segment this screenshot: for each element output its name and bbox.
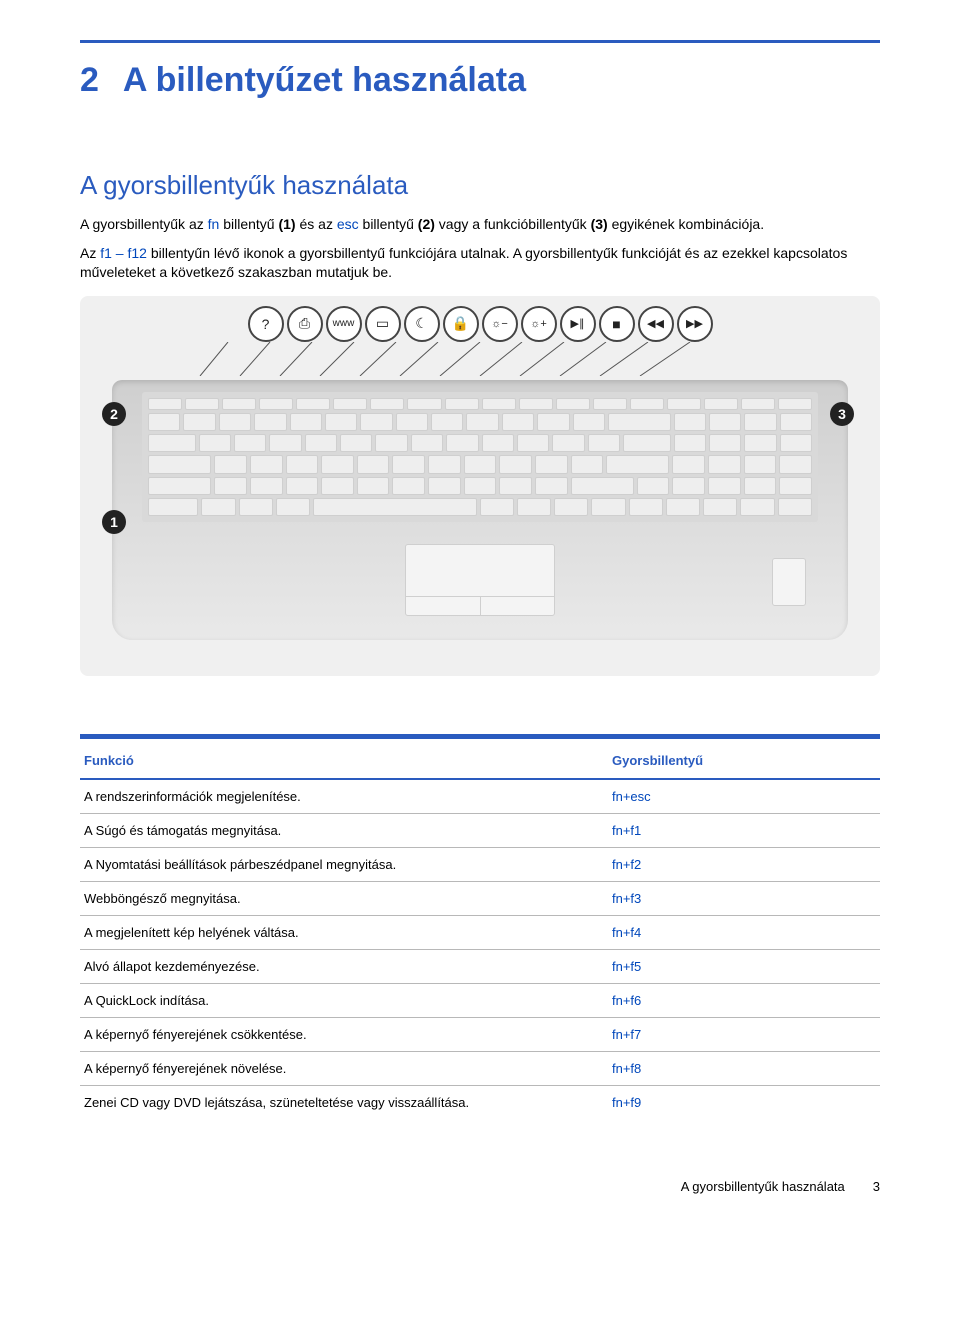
table-cell-hotkey: fn+esc [608,780,880,813]
play-pause-icon: ▶∥ [560,306,596,342]
table-cell-hotkey: fn+f2 [608,848,880,881]
keyboard-illustration: ? ⎙ www ▭ ☾ 🔒 ☼− ☼+ ▶∥ ■ ◀◀ ▶▶ [80,296,880,676]
footer-page-number: 3 [873,1179,880,1194]
prev-track-icon: ◀◀ [638,306,674,342]
next-track-icon: ▶▶ [677,306,713,342]
stop-icon: ■ [599,306,635,342]
callout-3: 3 [830,402,854,426]
table-row: Zenei CD vagy DVD lejátszása, szünetelte… [80,1086,880,1119]
table-header-hotkey: Gyorsbillentyű [608,745,880,778]
callout-1: 1 [102,510,126,534]
table-cell-function: A rendszerinformációk megjelenítése. [80,780,608,813]
table-cell-hotkey: fn+f1 [608,814,880,847]
callout-2: 2 [102,402,126,426]
table-top-rule [80,734,880,739]
keyboard [142,392,818,522]
intro-paragraph-2: Az f1 – f12 billentyűn lévő ikonok a gyo… [80,244,880,282]
table-cell-function: Alvó állapot kezdeményezése. [80,950,608,983]
fingerprint-reader [772,558,806,606]
table-row: A képernyő fényerejének növelése.fn+f8 [80,1052,880,1085]
footer-section-label: A gyorsbillentyűk használata [681,1179,845,1194]
www-icon: www [326,306,362,342]
chapter-number: 2 [80,61,99,100]
brightness-down-icon: ☼− [482,306,518,342]
leader-lines [80,342,880,376]
hotkey-table: Funkció Gyorsbillentyű A rendszerinformá… [80,734,880,1119]
table-cell-hotkey: fn+f6 [608,984,880,1017]
table-row: A Súgó és támogatás megnyitása.fn+f1 [80,814,880,847]
lock-icon: 🔒 [443,306,479,342]
intro-paragraph-1: A gyorsbillentyűk az fn billentyű (1) és… [80,215,880,234]
fkey-range: f1 – f12 [100,245,147,261]
table-cell-hotkey: fn+f4 [608,916,880,949]
section-title: A gyorsbillentyűk használata [80,170,880,201]
table-header-function: Funkció [80,745,608,778]
table-cell-function: A képernyő fényerejének csökkentése. [80,1018,608,1051]
top-rule [80,40,880,43]
table-cell-function: A képernyő fényerejének növelése. [80,1052,608,1085]
table-cell-function: A Nyomtatási beállítások párbeszédpanel … [80,848,608,881]
table-row: Webböngésző megnyitása.fn+f3 [80,882,880,915]
table-row: A rendszerinformációk megjelenítése.fn+e… [80,780,880,813]
display-icon: ▭ [365,306,401,342]
hotkey-icon-strip: ? ⎙ www ▭ ☾ 🔒 ☼− ☼+ ▶∥ ■ ◀◀ ▶▶ [238,306,723,342]
page-footer: A gyorsbillentyűk használata 3 [80,1179,880,1194]
table-cell-function: A Súgó és támogatás megnyitása. [80,814,608,847]
table-row: A képernyő fényerejének csökkentése.fn+f… [80,1018,880,1051]
help-icon: ? [248,306,284,342]
chapter-title: 2 A billentyűzet használata [80,61,880,100]
table-cell-hotkey: fn+f5 [608,950,880,983]
brightness-up-icon: ☼+ [521,306,557,342]
table-cell-function: A QuickLock indítása. [80,984,608,1017]
table-row: A megjelenített kép helyének váltása.fn+… [80,916,880,949]
sleep-icon: ☾ [404,306,440,342]
chapter-title-text: A billentyűzet használata [123,61,526,99]
table-row: Alvó állapot kezdeményezése.fn+f5 [80,950,880,983]
table-cell-hotkey: fn+f3 [608,882,880,915]
table-row: A Nyomtatási beállítások párbeszédpanel … [80,848,880,881]
table-cell-hotkey: fn+f9 [608,1086,880,1119]
table-cell-hotkey: fn+f7 [608,1018,880,1051]
table-row: A QuickLock indítása.fn+f6 [80,984,880,1017]
esc-key-ref: esc [337,216,359,232]
laptop-body [112,380,848,640]
table-cell-hotkey: fn+f8 [608,1052,880,1085]
trackpad [405,544,555,616]
table-cell-function: Zenei CD vagy DVD lejátszása, szünetelte… [80,1086,608,1119]
fn-key-ref: fn [208,216,220,232]
table-cell-function: Webböngésző megnyitása. [80,882,608,915]
table-cell-function: A megjelenített kép helyének váltása. [80,916,608,949]
print-icon: ⎙ [287,306,323,342]
